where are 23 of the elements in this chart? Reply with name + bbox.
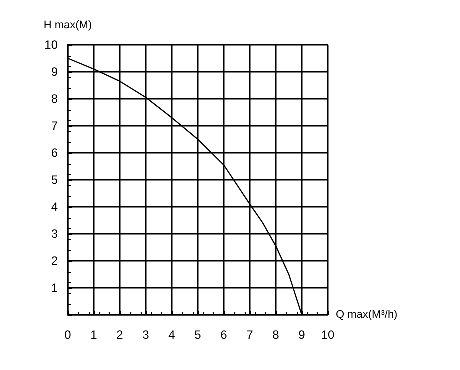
x-tick-label: 6 <box>220 328 228 342</box>
x-axis-title: Q max(M³/h) <box>336 309 398 321</box>
y-tick-label: 10 <box>44 38 58 52</box>
y-tick-label: 8 <box>51 92 58 106</box>
x-tick-label: 5 <box>194 328 202 342</box>
y-tick-label: 1 <box>51 281 58 295</box>
y-tick-label: 2 <box>51 254 58 268</box>
x-tick-label: 3 <box>142 328 150 342</box>
y-tick-label: 5 <box>51 173 58 187</box>
y-tick-label: 3 <box>51 227 58 241</box>
y-tick-label: 9 <box>51 65 58 79</box>
y-tick-label: 6 <box>51 146 58 160</box>
x-tick-label: 1 <box>90 328 98 342</box>
x-tick-label: 10 <box>321 328 335 342</box>
x-tick-label: 9 <box>298 328 306 342</box>
y-tick-label: 4 <box>51 200 58 214</box>
y-tick-label: 7 <box>51 119 58 133</box>
x-tick-label: 7 <box>246 328 254 342</box>
x-tick-label: 4 <box>168 328 176 342</box>
y-axis-title: H max(M) <box>44 20 92 32</box>
x-tick-label: 0 <box>64 328 72 342</box>
x-tick-label: 8 <box>272 328 280 342</box>
x-tick-label: 2 <box>116 328 124 342</box>
